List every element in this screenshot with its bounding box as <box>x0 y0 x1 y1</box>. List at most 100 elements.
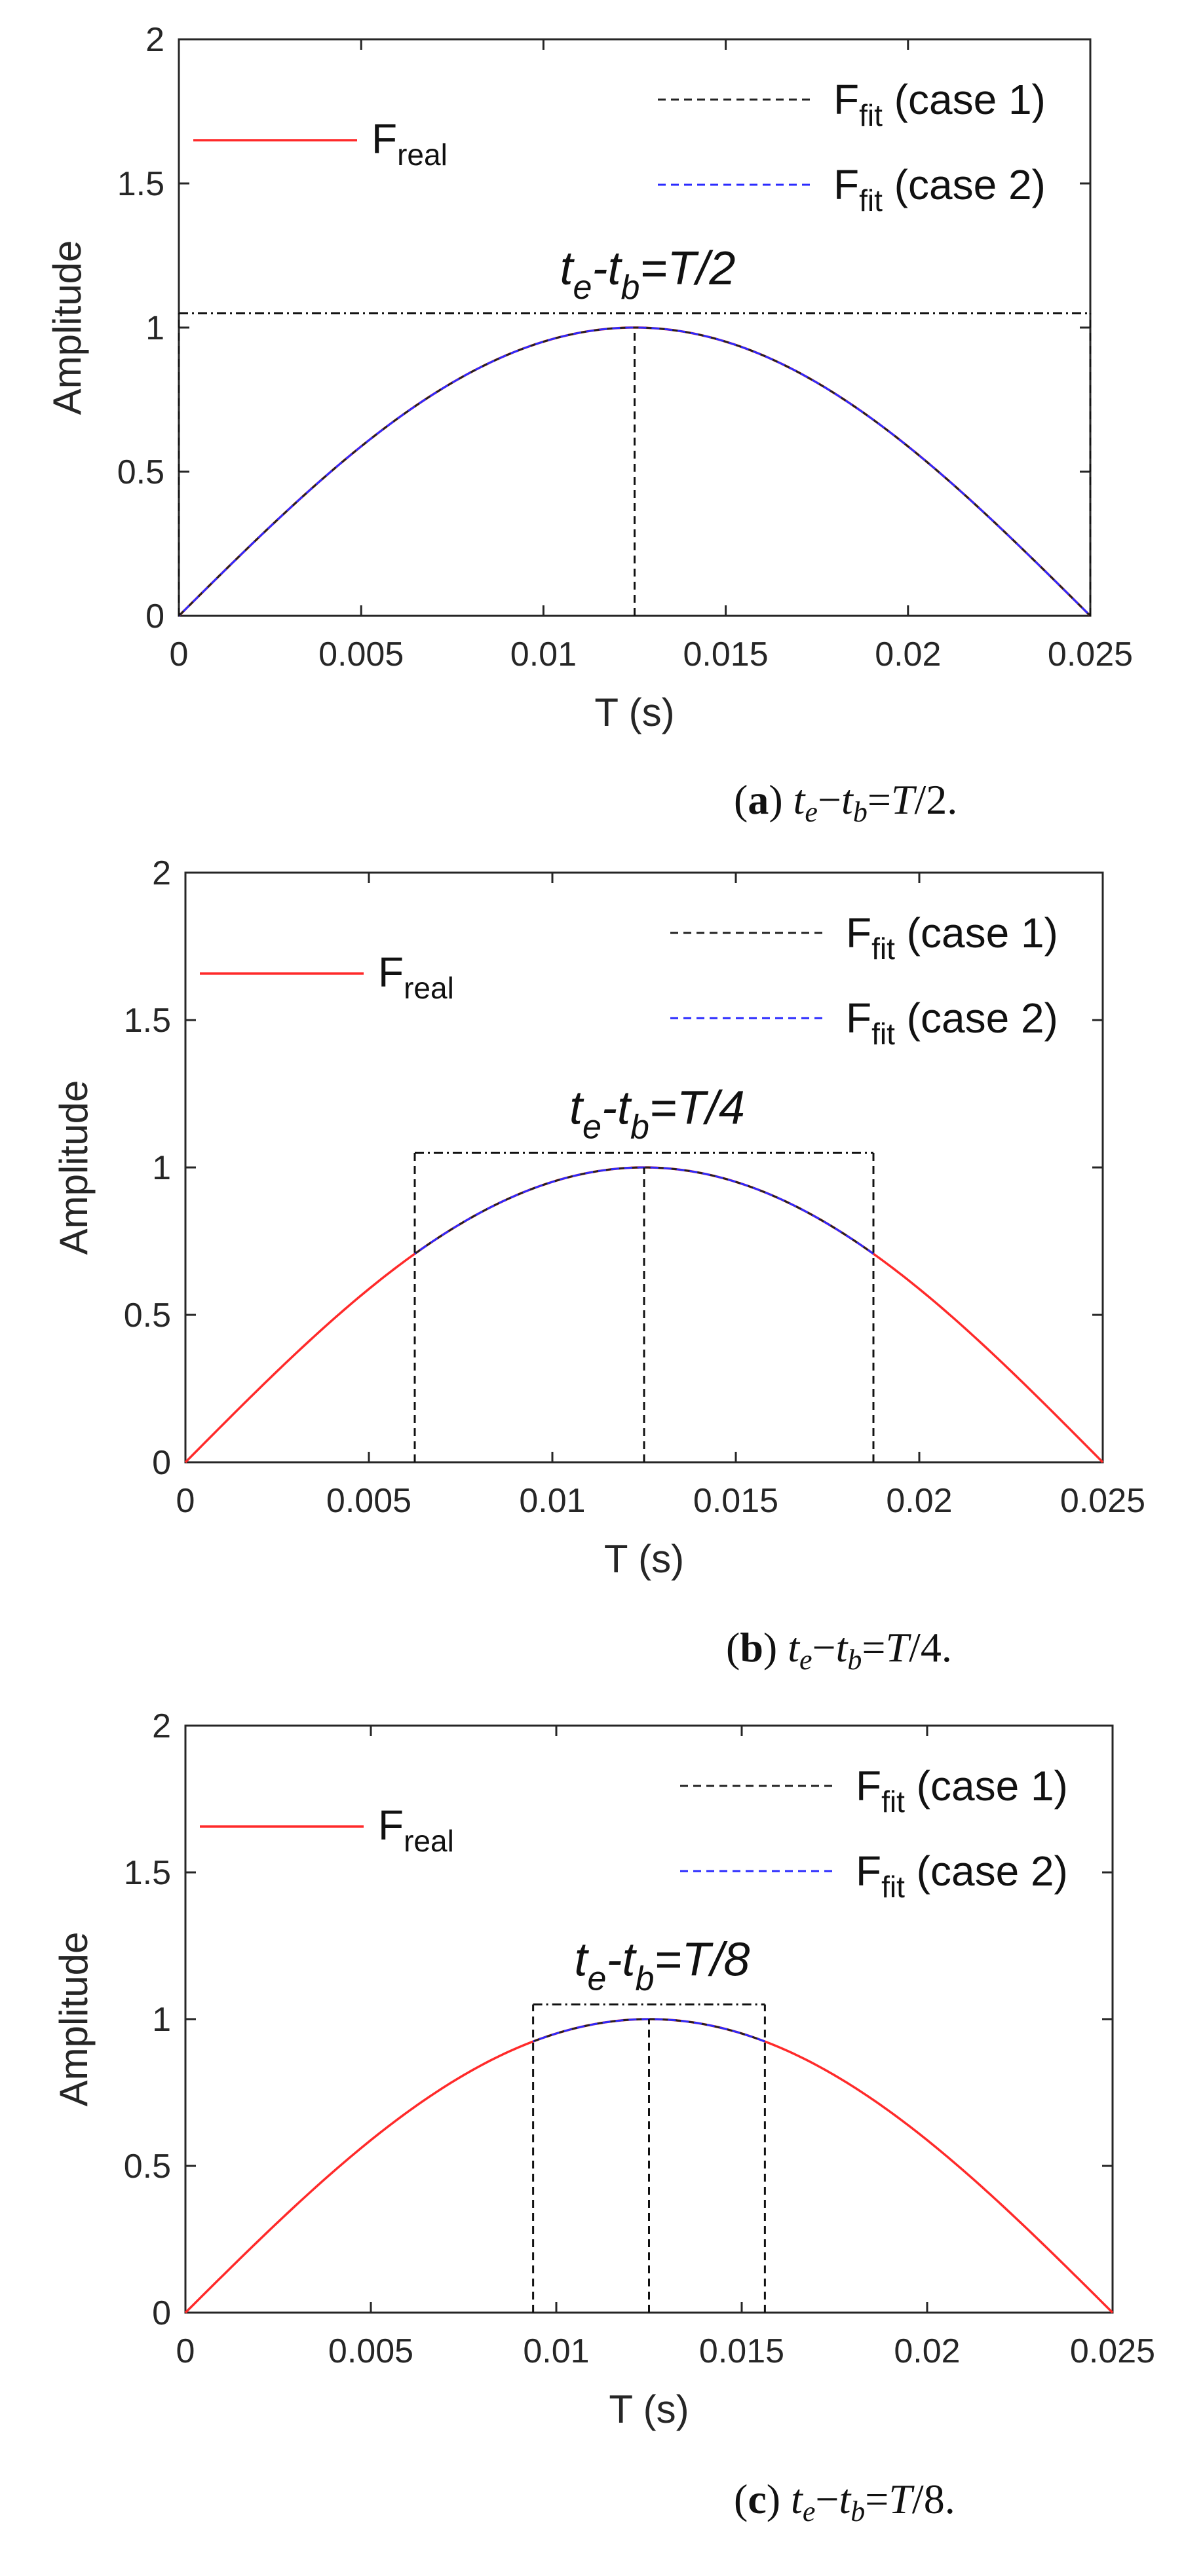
annot-dash: - <box>602 1082 617 1135</box>
annot-t2: t <box>622 1934 637 1986</box>
annot-t2: t <box>607 242 622 295</box>
caption-eq: = <box>868 776 891 823</box>
x-tick-label: 0.01 <box>523 2332 589 2370</box>
caption-sub-e: e <box>799 1644 812 1676</box>
series-f-fit-case2-line <box>178 326 1092 617</box>
legend-case1: (case 1) <box>883 76 1046 123</box>
annot-dash: - <box>592 242 607 295</box>
legend-sub-fit: fit <box>881 1785 905 1819</box>
legend-sub-fit: fit <box>871 932 895 966</box>
caption-close-paren: ) <box>769 776 793 823</box>
y-tick-label: 1 <box>152 2001 171 2039</box>
legend-case2: (case 2) <box>905 1847 1068 1895</box>
annot-rhs: =T/8 <box>654 1934 750 1986</box>
panel-c: 0 0.005 0.01 0.015 0.02 0.025 0 0.5 1 1.5 2 T (s) Am… <box>52 1707 1155 2528</box>
legend-sub-real: real <box>404 971 454 1005</box>
annot-sub-e: e <box>588 1960 607 1998</box>
annot-rhs: =T/2 <box>640 242 735 295</box>
y-tick-label: 0 <box>152 2294 171 2332</box>
y-tick-label: 0.5 <box>117 453 164 491</box>
caption-eq: = <box>865 2476 888 2522</box>
caption-sub-b: b <box>847 1644 862 1676</box>
y-tick-label: 1 <box>145 309 164 347</box>
legend-f: F <box>378 1802 404 1849</box>
window-annotation: te-tb=T/8 <box>575 1934 750 1998</box>
caption-minus: − <box>818 776 841 823</box>
caption-t1: t <box>788 1624 801 1671</box>
annot-t: t <box>575 1934 590 1986</box>
caption-open-paren: ( <box>734 2476 748 2522</box>
x-tick-label: 0 <box>176 2332 195 2370</box>
legend-sub-fit: fit <box>859 183 883 218</box>
legend-label-fit-case2: Ffit (case 2) <box>846 994 1058 1051</box>
x-tick-label: 0.02 <box>875 635 941 673</box>
series-f-fit-case1-line <box>178 326 1092 617</box>
caption-sub-e: e <box>803 2495 816 2528</box>
annot-sub-e: e <box>582 1108 602 1146</box>
caption-letter: c <box>748 2476 766 2522</box>
caption-sub-e: e <box>805 796 818 828</box>
y-axis-label: Amplitude <box>52 1080 96 1255</box>
annot-sub-e: e <box>573 269 592 307</box>
legend-case2: (case 2) <box>883 161 1046 208</box>
caption-T: T <box>891 776 917 823</box>
x-tick-label: 0.015 <box>683 635 769 673</box>
panel-a: 0 0.005 0.01 0.015 0.02 0.025 0 0.5 1 1.5 2 T (s) Am… <box>45 21 1133 828</box>
legend-sub-real: real <box>397 138 448 172</box>
legend-label-fit-case1: Ffit (case 1) <box>846 909 1058 966</box>
legend-f: F <box>833 76 859 123</box>
caption-close-paren: ) <box>763 1624 788 1671</box>
caption-rest: /2. <box>915 776 958 823</box>
y-tick-label: 1.5 <box>124 1002 171 1040</box>
legend-sub-fit: fit <box>859 98 883 132</box>
x-tick-label: 0.015 <box>699 2332 784 2370</box>
y-tick-label: 0.5 <box>124 1297 171 1335</box>
window-annotation: te-tb=T/4 <box>569 1082 745 1146</box>
y-tick-label: 1.5 <box>117 165 164 203</box>
x-tick-label: 0.015 <box>693 1482 778 1520</box>
y-tick-label: 0 <box>145 597 164 635</box>
caption-rest: /8. <box>912 2476 955 2522</box>
legend-f: F <box>378 949 404 996</box>
y-tick-label: 1 <box>152 1149 171 1187</box>
caption-minus: − <box>812 1624 836 1671</box>
x-tick-label: 0.025 <box>1060 1482 1145 1520</box>
legend-sub-fit: fit <box>871 1017 895 1051</box>
legend-sub-real: real <box>404 1824 454 1858</box>
legend-f: F <box>846 909 871 957</box>
caption-letter: b <box>740 1624 763 1671</box>
x-tick-label: 0.025 <box>1070 2332 1155 2370</box>
annot-dash: - <box>606 1934 622 1986</box>
legend-label-fit-case1: Ffit (case 1) <box>833 76 1046 132</box>
x-axis-label: T (s) <box>609 2387 689 2431</box>
caption-sub-b: b <box>853 796 868 828</box>
legend-sub-fit: fit <box>881 1870 905 1904</box>
legend-label-fit-case2: Ffit (case 2) <box>856 1847 1068 1904</box>
x-axis-label: T (s) <box>594 691 674 734</box>
caption-minus: − <box>815 2476 839 2522</box>
x-axis-label: T (s) <box>604 1537 684 1581</box>
legend-label-f-real: Freal <box>378 949 454 1005</box>
legend-f: F <box>856 1847 881 1895</box>
y-tick-label: 1.5 <box>124 1854 171 1892</box>
caption-t2: t <box>836 1624 849 1671</box>
panel-caption: (a) te−tb=T/2. <box>734 776 957 828</box>
x-tick-label: 0.01 <box>510 635 577 673</box>
annot-t2: t <box>617 1082 632 1135</box>
panel-caption: (c) te−tb=T/8. <box>734 2476 955 2528</box>
annot-rhs: =T/4 <box>649 1082 745 1135</box>
legend-case1: (case 1) <box>895 909 1058 957</box>
caption-eq: = <box>862 1624 885 1671</box>
caption-sub-b: b <box>850 2495 865 2528</box>
x-tick-label: 0.005 <box>328 2332 413 2370</box>
caption-t2: t <box>841 776 854 823</box>
y-tick-label: 2 <box>145 21 164 59</box>
x-tick-label: 0.005 <box>318 635 404 673</box>
caption-open-paren: ( <box>726 1624 740 1671</box>
y-axis-label: Amplitude <box>45 240 89 415</box>
legend-case1: (case 1) <box>905 1762 1068 1809</box>
window-annotation: te-tb=T/2 <box>560 242 736 307</box>
y-tick-label: 2 <box>152 1707 171 1745</box>
